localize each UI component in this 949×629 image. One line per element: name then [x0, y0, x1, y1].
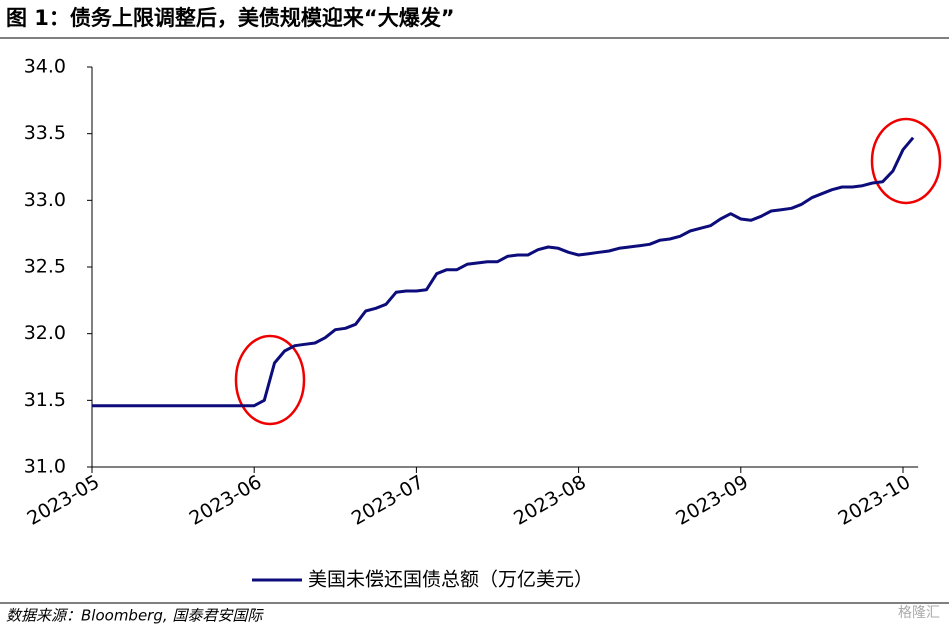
line-series	[92, 136, 915, 408]
y-tick-label: 34.0	[24, 56, 66, 78]
x-tick-label: 2023-07	[348, 471, 428, 530]
y-tick-label: 31.5	[24, 389, 66, 411]
source-note: 数据来源：Bloomberg, 国泰君安国际	[6, 607, 264, 625]
y-tick-label: 33.0	[24, 189, 66, 211]
x-tick-label: 2023-08	[510, 471, 590, 530]
highlight-circle	[234, 334, 306, 426]
x-tick-label: 2023-06	[186, 471, 266, 530]
y-tick-label: 33.5	[24, 122, 66, 144]
watermark: 格隆汇	[898, 605, 940, 621]
x-tick-label: 2023-09	[672, 471, 752, 530]
y-tick-label: 31.0	[24, 456, 66, 478]
y-tick-label: 32.0	[24, 322, 66, 344]
legend-label: 美国未偿还国债总额（万亿美元）	[308, 569, 593, 591]
highlight-circle	[870, 117, 942, 205]
x-tick-label: 2023-05	[23, 471, 103, 530]
y-tick-label: 32.5	[24, 256, 66, 278]
chart-title: 图 1：债务上限调整后，美债规模迎来“大爆发”	[6, 6, 455, 30]
x-tick-label: 2023-10	[834, 471, 914, 530]
